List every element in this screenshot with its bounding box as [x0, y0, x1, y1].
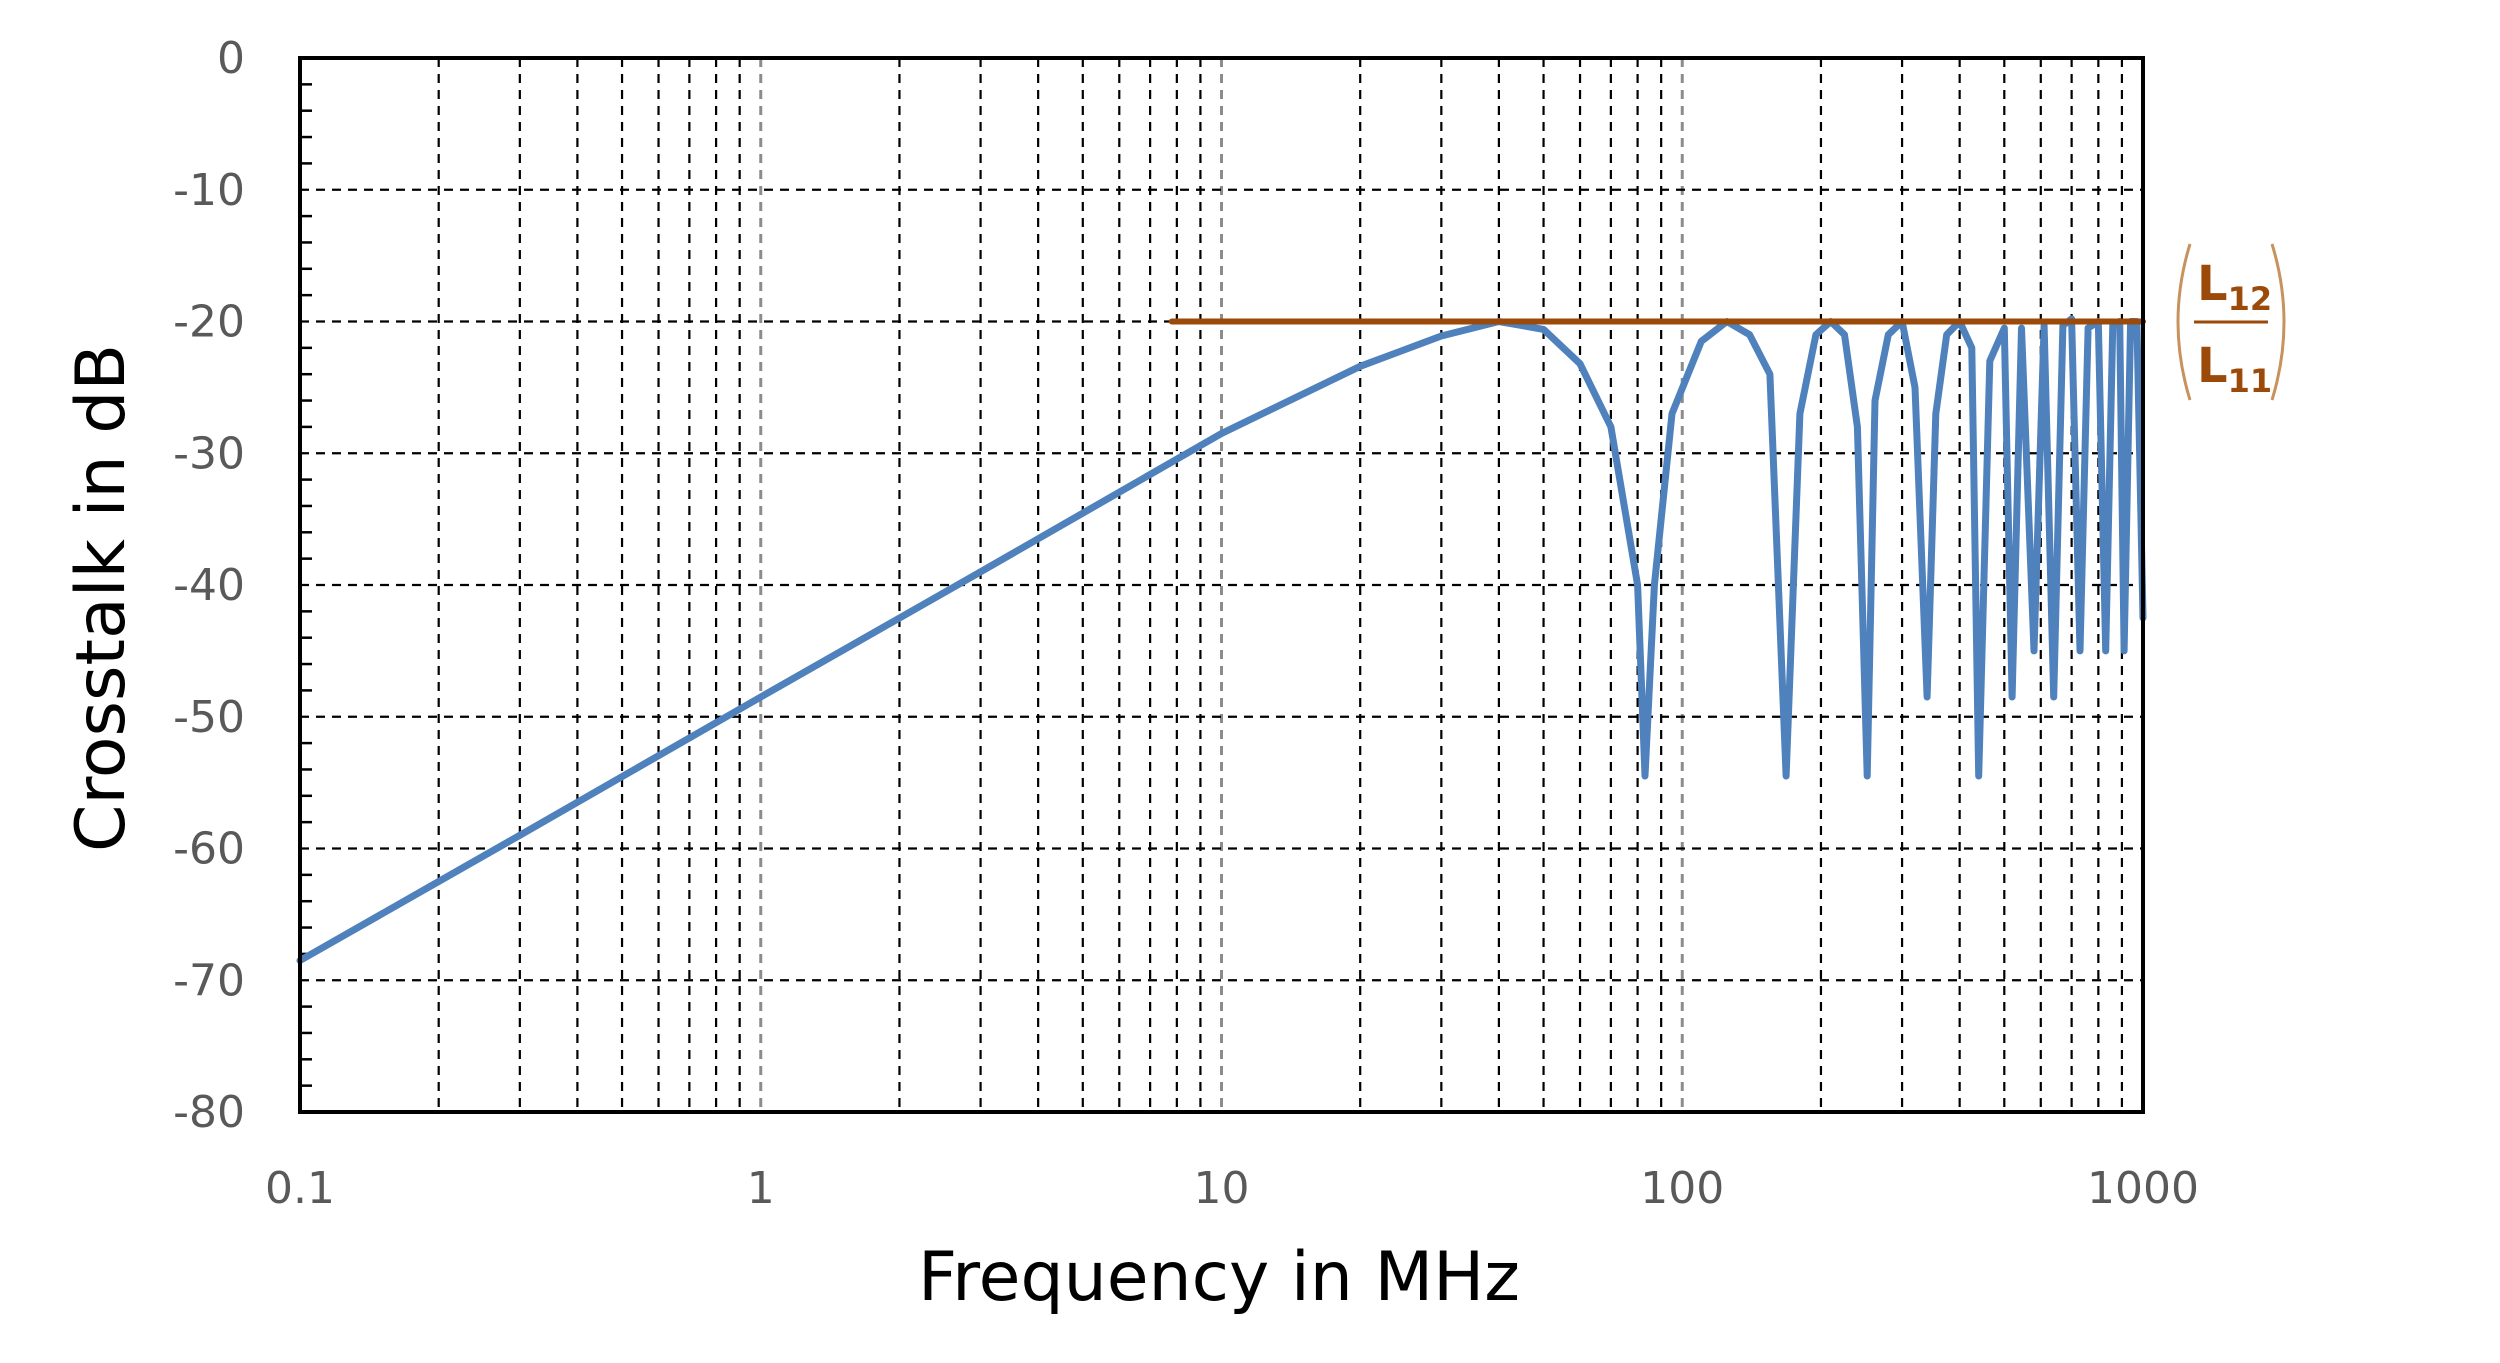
y-axis-tick-labels: 0 -10 -20 -30 -40 -50 -60 -70 -80 [173, 33, 245, 1138]
left-paren [2176, 243, 2192, 401]
series-lines [296, 315, 2147, 964]
x-tick-label: 10 [1194, 1163, 1250, 1214]
x-tick-label: 1000 [2087, 1163, 2199, 1214]
y-tick-label: -70 [173, 955, 245, 1006]
x-tick-label: 0.1 [265, 1163, 335, 1214]
grid-lines [300, 58, 2143, 1112]
y-tick-label: -20 [173, 297, 245, 348]
y-tick-label: -80 [173, 1087, 245, 1138]
y-axis-title: Crosstalk in dB [62, 344, 141, 852]
x-tick-label: 1 [747, 1163, 775, 1214]
right-paren [2270, 243, 2286, 401]
y-tick-label: -40 [173, 560, 245, 611]
fraction-denominator: L11 [2197, 338, 2272, 400]
y-tick-label: -60 [173, 824, 245, 875]
fraction-numerator: L12 [2197, 256, 2272, 318]
x-tick-label: 100 [1640, 1163, 1724, 1214]
y-tick-label: -30 [173, 428, 245, 479]
x-axis-title: Frequency in MHz [918, 1238, 1520, 1317]
plot-area-frame [298, 56, 2145, 1114]
x-axis-tick-labels: 0.1 1 10 100 1000 [265, 1163, 2199, 1214]
l12-l11-ratio-annotation: L12 L11 [2176, 243, 2286, 401]
y-tick-label: -50 [173, 692, 245, 743]
crosstalk-series-line [296, 315, 2147, 964]
y-tick-label: -10 [173, 165, 245, 216]
y-tick-label: 0 [217, 33, 245, 84]
